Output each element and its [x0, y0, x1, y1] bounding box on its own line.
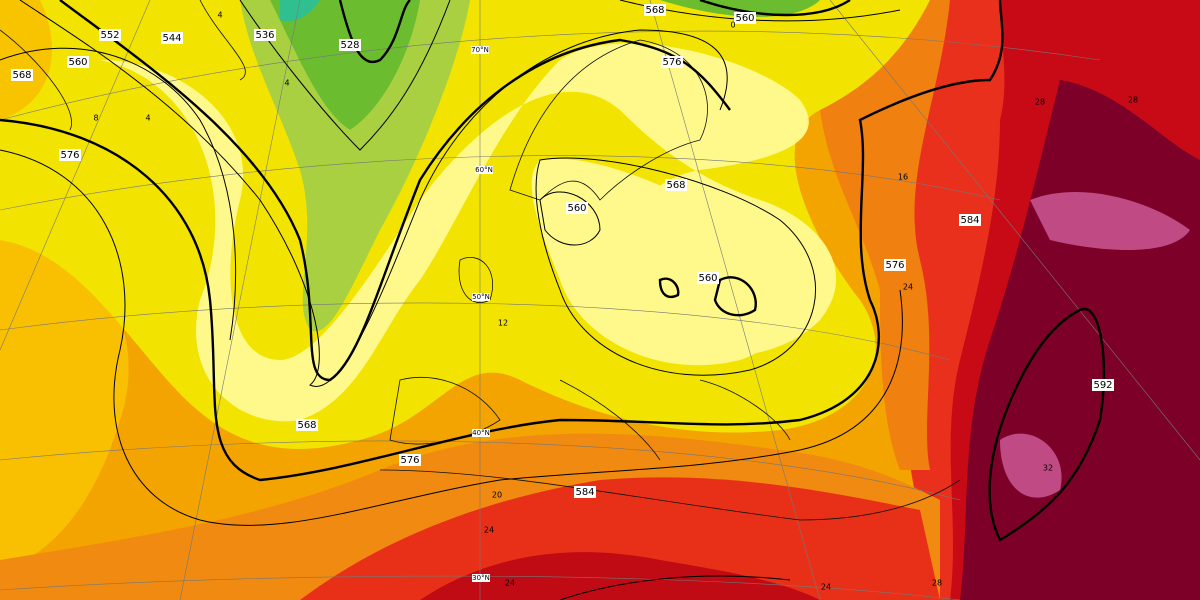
contour-label-bg [884, 259, 906, 271]
contour-label: 536 [255, 30, 274, 41]
contour-label-bg [665, 179, 687, 191]
latitude-label: 30°N [472, 574, 490, 582]
coastlines [0, 0, 961, 521]
contour-label: 568 [12, 70, 31, 81]
latitude-label-bg [472, 293, 490, 301]
latitude-label-bg [472, 429, 490, 437]
temperature-label: 16 [898, 173, 908, 182]
contour-label: 568 [297, 420, 316, 431]
contour-label-bg [11, 69, 33, 81]
contour-label-bg [574, 486, 596, 498]
temperature-label: 28 [1128, 96, 1138, 105]
contour-label-bg [339, 39, 361, 51]
temperature-label: 20 [492, 491, 502, 500]
temperature-label: 0 [730, 21, 735, 30]
contour-label-bg [161, 32, 183, 44]
labels: 552 544 536 528 568 560 568 560 576 576 568 560 560 5… [11, 4, 1138, 592]
temperature-label: 24 [505, 579, 515, 588]
temperature-label: 28 [1035, 98, 1045, 107]
contour-label: 560 [698, 273, 717, 284]
contour-label-bg [59, 149, 81, 161]
latitude-label-bg [472, 574, 490, 582]
temperature-label: 12 [498, 319, 508, 328]
contour-label-bg [644, 4, 666, 16]
contour-label: 560 [735, 13, 754, 24]
latitude-label-bg [471, 46, 489, 54]
contour-label-bg [566, 202, 588, 214]
temperature-label: 24 [821, 583, 831, 592]
contour-label-bg [399, 454, 421, 466]
temperature-label: 8 [93, 114, 98, 123]
temperature-label: 4 [145, 114, 150, 123]
contour-label-bg [734, 12, 756, 24]
temperature-label: 4 [284, 79, 289, 88]
contour-label-bg [296, 419, 318, 431]
contour-label: 592 [1093, 380, 1112, 391]
height-contours [0, 0, 1106, 600]
temperature-label: 24 [903, 283, 913, 292]
latitude-label: 70°N [471, 46, 489, 54]
contour-label: 568 [666, 180, 685, 191]
contour-label: 568 [645, 5, 664, 16]
contour-label-bg [1092, 379, 1114, 391]
temperature-label: 4 [217, 11, 222, 20]
contour-label: 576 [885, 260, 904, 271]
contour-label: 528 [340, 40, 359, 51]
contour-label: 576 [662, 57, 681, 68]
contour-label-bg [67, 56, 89, 68]
contour-label-bg [661, 56, 683, 68]
latitude-label-bg [475, 166, 493, 174]
contour-label-bg [254, 29, 276, 41]
contour-label-bg [697, 272, 719, 284]
contour-label: 584 [575, 487, 594, 498]
contour-label: 576 [60, 150, 79, 161]
latitude-label: 50°N [472, 293, 490, 301]
contour-label: 576 [400, 455, 419, 466]
contour-label: 544 [162, 33, 181, 44]
contour-label: 560 [68, 57, 87, 68]
contour-label-bg [959, 214, 981, 226]
latitude-label: 60°N [475, 166, 493, 174]
contour-label: 552 [100, 30, 119, 41]
contour-label-bg [99, 29, 121, 41]
contour-label: 560 [567, 203, 586, 214]
temperature-label: 32 [1043, 464, 1053, 473]
temperature-label: 28 [932, 579, 942, 588]
contour-label: 584 [960, 215, 979, 226]
temperature-label: 24 [484, 526, 494, 535]
latitude-label: 40°N [472, 429, 490, 437]
